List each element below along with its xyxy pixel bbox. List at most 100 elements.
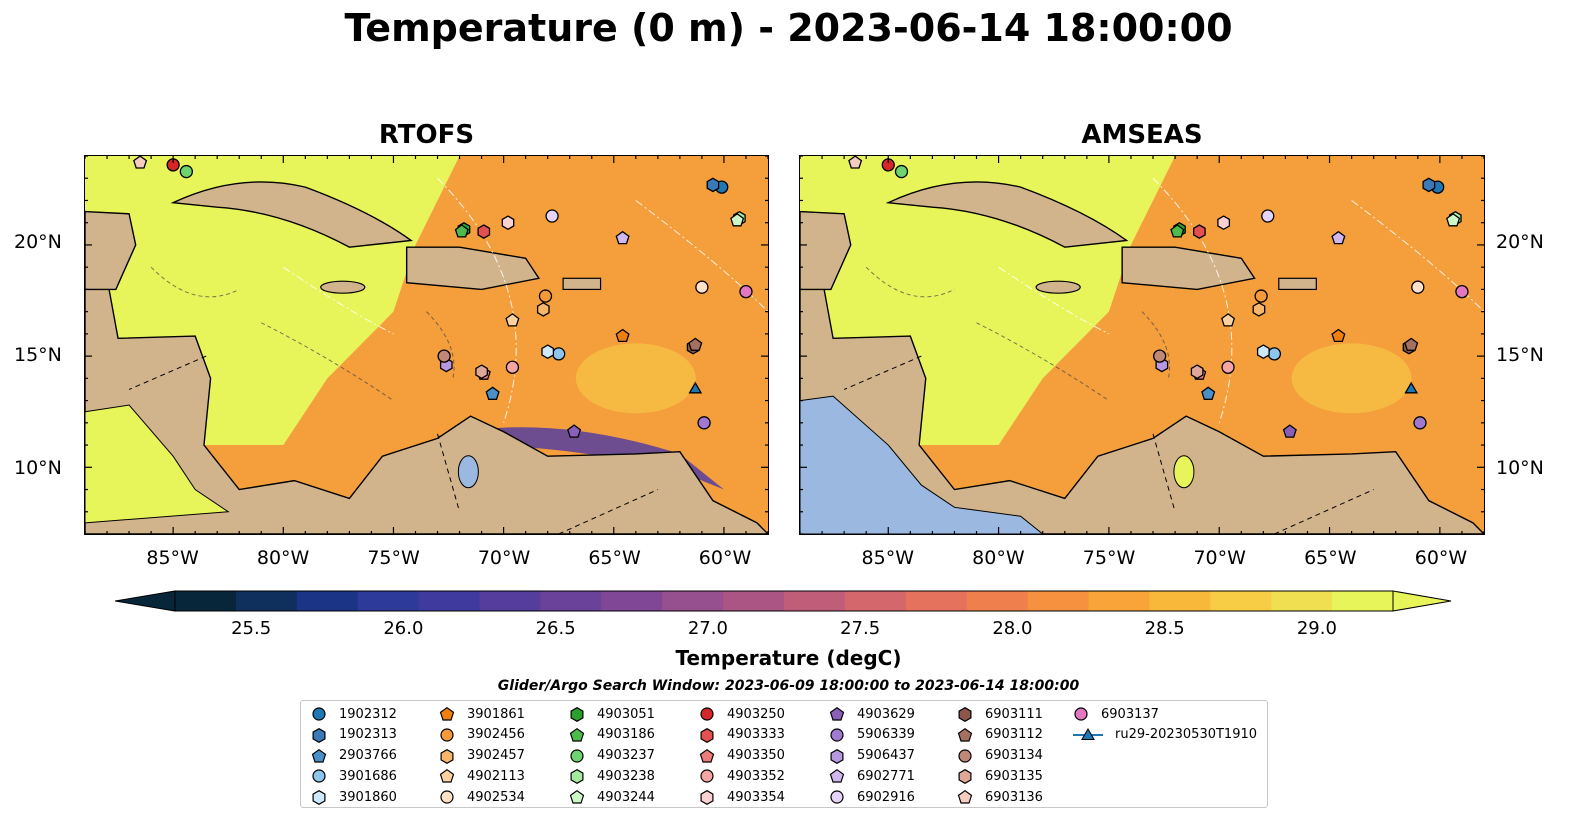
platform-marker-6903137 <box>1455 284 1469 299</box>
legend-item: 6902771 <box>829 766 915 786</box>
legend-label: 4903051 <box>597 706 655 722</box>
map-rtofs <box>84 155 769 535</box>
land-jamaica <box>1035 280 1081 294</box>
platform-marker-6903112 <box>1404 337 1419 351</box>
eez-boundaries <box>283 177 768 423</box>
platform-marker-3901861 <box>615 328 630 343</box>
lat-tick-10-left: 10°N <box>14 457 62 479</box>
legend-marker-4903354 <box>700 790 714 806</box>
platform-marker-4903629 <box>1282 424 1297 438</box>
legend-label: 1902313 <box>339 727 397 743</box>
colorbar-segment <box>235 591 298 611</box>
legend-item: 5906339 <box>829 725 915 745</box>
platform-marker-4903333 <box>1193 224 1206 239</box>
legend-item: 4903250 <box>699 704 785 724</box>
platform-marker-4903629 <box>567 424 582 438</box>
platform-marker-4902113 <box>505 313 520 327</box>
lat-tick-10-right: 10°N <box>1496 457 1544 479</box>
lon-tick-lon-ticks-left-3: 70°W <box>477 547 531 569</box>
platform-marker-6903135 <box>475 364 488 380</box>
legend-item: 6903112 <box>957 725 1043 745</box>
legend-item: 3901861 <box>439 704 525 724</box>
legend-item: 1902313 <box>311 725 397 745</box>
lon-tick-lon-ticks-right-0: 85°W <box>861 547 914 569</box>
lon-tick-lon-ticks-right-3: 70°W <box>1193 547 1246 569</box>
legend-item: 6902916 <box>829 787 915 807</box>
legend-label: 5906339 <box>857 727 915 743</box>
legend-marker-3902457 <box>440 748 454 764</box>
legend-marker-6902771 <box>829 769 845 783</box>
legend-item: 3902457 <box>439 746 525 766</box>
land-hispaniola <box>1121 246 1256 291</box>
legend-label: 4902113 <box>467 768 525 784</box>
legend-label: 3902456 <box>467 727 525 743</box>
legend-item: 3901860 <box>311 787 397 807</box>
lat-tick-20-right: 20°N <box>1496 231 1544 253</box>
lon-tick-lon-ticks-right-4: 65°W <box>1304 547 1357 569</box>
colorbar-title: Temperature (degC) <box>675 646 902 670</box>
colorbar-segment <box>844 591 907 611</box>
legend-label: 4903629 <box>857 706 915 722</box>
legend-item: 4903350 <box>699 746 785 766</box>
legend-marker-6903137 <box>1074 707 1088 721</box>
platform-marker-3902456 <box>538 289 553 303</box>
legend-marker-5906437 <box>830 748 844 764</box>
legend-marker-6903134 <box>958 748 972 763</box>
legend-marker-4903051 <box>570 707 584 722</box>
colorbar-segment <box>1027 591 1089 611</box>
land-jamaica <box>320 280 366 294</box>
legend-marker-6903112 <box>957 727 973 742</box>
platform-marker-6903136 <box>848 156 863 169</box>
figure-title: Temperature (0 m) - 2023-06-14 18:00:00 <box>344 6 1233 50</box>
platform-marker-4903186 <box>454 224 469 238</box>
legend-label: 6903134 <box>985 748 1043 764</box>
colorbar-segment <box>418 591 480 611</box>
land-cuba <box>885 181 1129 248</box>
platform-marker-ru29-20230530T1910 <box>688 381 703 394</box>
panel-title-rtofs: RTOFS <box>378 120 475 150</box>
colorbar-segment <box>540 591 602 611</box>
lon-tick-lon-ticks-left-0: 85°W <box>146 547 199 569</box>
legend-marker-6902916 <box>830 790 844 804</box>
panel-title-amseas: AMSEAS <box>1081 120 1203 150</box>
platform-marker-4902113 <box>1221 313 1236 327</box>
legend-label: ru29-20230530T1910 <box>1115 727 1258 743</box>
lon-tick-lon-ticks-right-2: 75°W <box>1082 547 1136 569</box>
legend-marker-4903186 <box>569 727 585 742</box>
legend-label: 3901686 <box>339 768 397 784</box>
legend-label: 6903136 <box>985 789 1043 805</box>
colorbar-min-extend <box>115 590 176 612</box>
platform-marker-5906339 <box>1413 416 1427 430</box>
colorbar-segment <box>1271 591 1333 611</box>
colorbar-tick-label: 26.5 <box>535 618 576 639</box>
platform-marker-6903134 <box>1153 349 1167 363</box>
colorbar-segment <box>723 591 785 611</box>
legend-label: 4903244 <box>597 789 655 805</box>
legend-label: 2903766 <box>339 748 397 764</box>
land-yucatan <box>85 210 137 291</box>
lon-tick-lon-ticks-right-1: 80°W <box>972 547 1025 569</box>
legend-item: 4903237 <box>569 746 655 766</box>
legend-item: 4902113 <box>439 766 525 786</box>
legend-marker-6903111 <box>958 707 972 722</box>
legend-item: 6903136 <box>957 787 1043 807</box>
lat-tick-15-left: 15°N <box>14 344 62 366</box>
colorbar-segment <box>1088 591 1150 611</box>
legend-item: 4902534 <box>439 787 525 807</box>
platform-marker-4902534 <box>1411 280 1425 294</box>
country-borders <box>128 355 659 534</box>
platform-marker-3901860 <box>541 344 555 360</box>
platform-marker-6902916 <box>1261 209 1275 223</box>
legend-label: 4903186 <box>597 727 655 743</box>
legend-item: 3901686 <box>311 766 397 786</box>
platform-marker-3901686 <box>1267 347 1282 361</box>
colorbar-segment <box>1332 591 1394 611</box>
lat-tick-15-right: 15°N <box>1496 344 1544 366</box>
platform-marker-4903333 <box>477 224 491 239</box>
land-mainland <box>85 277 768 534</box>
legend-marker-1902312 <box>312 707 326 721</box>
eez-boundaries <box>998 177 1484 423</box>
lon-tick-lon-ticks-left-2: 75°W <box>367 547 420 569</box>
colorbar-tick-label: 25.5 <box>231 618 272 639</box>
land-mainland <box>800 277 1484 534</box>
